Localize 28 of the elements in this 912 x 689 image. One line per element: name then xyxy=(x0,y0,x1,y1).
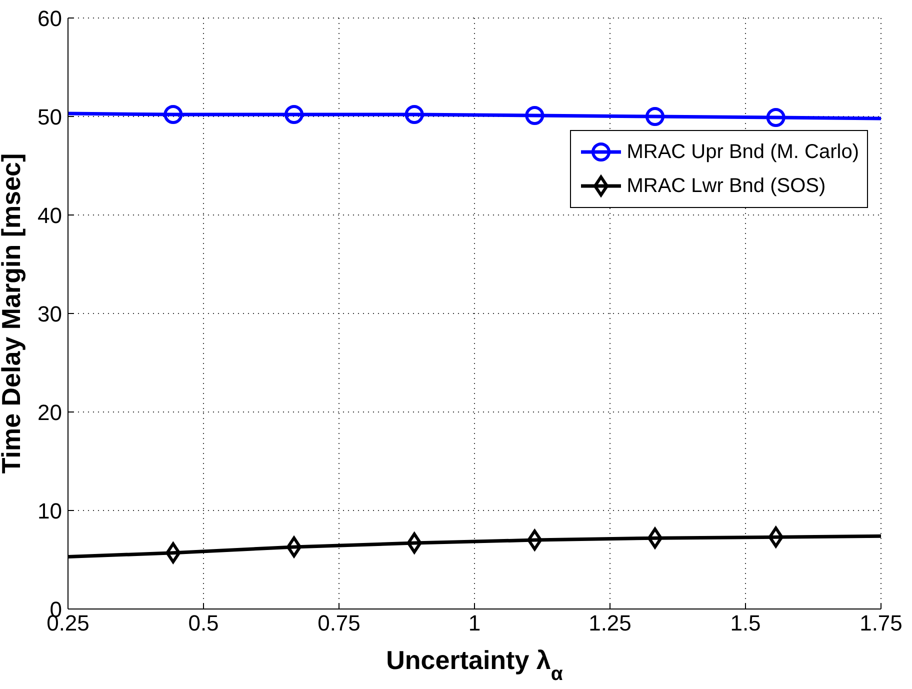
point xyxy=(404,105,424,124)
point xyxy=(768,526,784,548)
point xyxy=(647,528,662,549)
legend-label: MRAC Upr Bnd (M. Carlo) xyxy=(626,140,859,164)
point xyxy=(406,532,422,554)
y-tick-label: 30 xyxy=(38,301,62,326)
x-tick-label: 1 xyxy=(468,610,481,636)
point xyxy=(164,105,183,124)
x-tick-label: 0.5 xyxy=(188,610,219,636)
x-tick-label: 1.25 xyxy=(588,610,632,636)
point xyxy=(284,105,304,124)
legend-label: MRAC Lwr Bnd (SOS) xyxy=(626,174,826,198)
y-tick-label: 50 xyxy=(38,104,62,130)
point xyxy=(286,536,302,558)
y-tick-label: 60 xyxy=(38,6,62,31)
x-axis-title: Uncertainty λ$_{α}$ xyxy=(386,645,563,685)
point xyxy=(766,108,786,127)
y-tick-label: 20 xyxy=(38,400,62,425)
point xyxy=(645,107,664,126)
point xyxy=(527,530,542,551)
x-tick-label: 0.75 xyxy=(318,610,360,636)
x-tick-label: 1.75 xyxy=(860,610,902,636)
x-tick-label: 1.5 xyxy=(730,610,761,636)
y-tick-label: 10 xyxy=(38,498,62,524)
y-axis-title: Time Delay Margin [msec] xyxy=(0,153,26,474)
point xyxy=(525,106,544,126)
y-tick-label: 40 xyxy=(38,202,62,228)
point xyxy=(166,542,181,564)
